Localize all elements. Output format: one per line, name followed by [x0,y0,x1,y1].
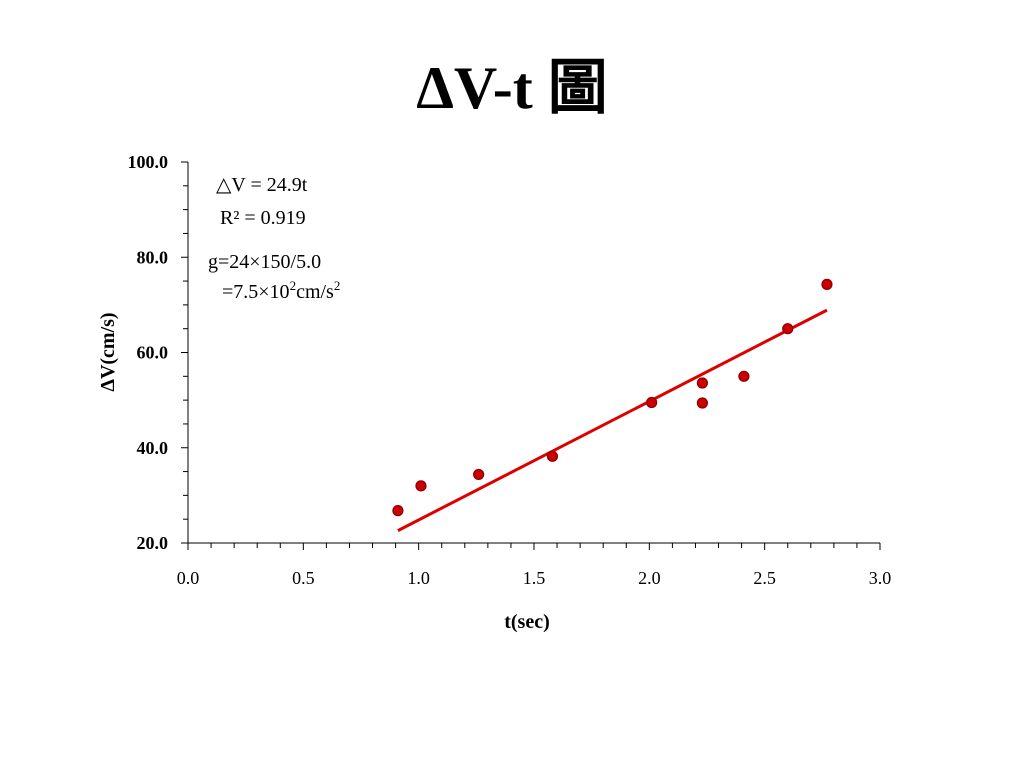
data-point [473,468,485,481]
gravity-calc-value: =7.5×10 [222,281,290,303]
y-tick-label: 40.0 [137,438,169,458]
data-point [696,397,708,409]
x-tick-label: 2.5 [753,568,776,588]
slide-title: ΔV-t 圖 [416,55,608,121]
x-tick-label: 1.5 [523,568,546,588]
x-tick-label: 0.0 [177,568,200,588]
data-point [392,505,404,517]
data-point [646,396,658,409]
data-points [392,278,833,517]
gravity-calc-unit: cm/s [296,281,334,303]
gravity-calc-line2: =7.5×102cm/s2 [222,278,340,303]
y-axis-title: ΔV(cm/s) [97,312,119,391]
data-point [415,480,427,492]
y-tick-label: 60.0 [137,343,169,363]
y-tick-label: 100.0 [128,152,169,172]
gravity-calc-exponent: 2 [290,278,297,293]
r-squared-value: R² = 0.919 [220,207,306,229]
data-point [546,450,559,462]
data-point [821,278,833,290]
gravity-calc-line1: g=24×150/5.0 [208,251,321,273]
data-point [738,370,750,382]
x-tick-label: 1.0 [407,568,430,588]
gravity-calc-unit-exponent: 2 [334,278,341,293]
x-tick-label: 0.5 [292,568,315,588]
linear-trendline [397,308,828,532]
y-tick-label: 20.0 [137,533,169,553]
trendline-layer [397,308,828,532]
x-tick-label: 2.0 [638,568,661,588]
y-tick-label: 80.0 [137,247,169,267]
data-point [782,323,794,335]
x-tick-label: 3.0 [869,568,892,588]
regression-equation: △V = 24.9t [216,174,308,196]
axes: 0.0 0.5 1.0 1.5 2.0 2.5 3.0 20.0 40.0 60.0 80.0 100… [128,152,892,588]
x-axis-title: t(sec) [504,611,550,633]
data-point [696,377,708,389]
